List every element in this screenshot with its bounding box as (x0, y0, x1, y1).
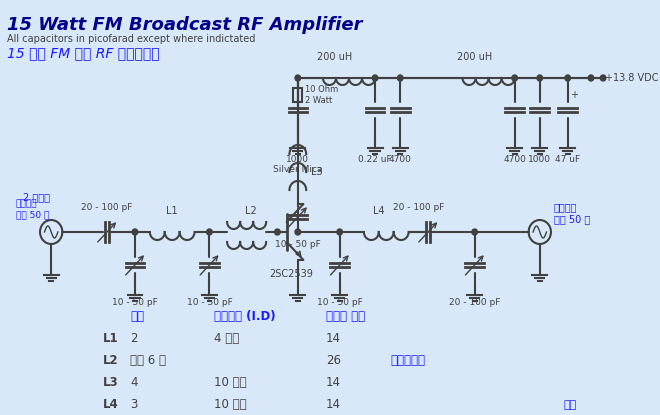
Circle shape (512, 75, 517, 81)
Text: 4700: 4700 (389, 155, 412, 164)
Bar (293, 88, 302, 102)
Text: 10 - 50 pF: 10 - 50 pF (275, 240, 321, 249)
Text: 2SC2539: 2SC2539 (269, 269, 314, 279)
Text: 0.22 uF: 0.22 uF (358, 155, 392, 164)
Text: 射频输出
阻抗 50 欧: 射频输出 阻抗 50 欧 (554, 203, 590, 224)
Text: 铁酸盐磁环: 铁酸盐磁环 (391, 354, 426, 367)
Text: 漆包线 线号: 漆包线 线号 (326, 310, 365, 323)
Text: 47 uF: 47 uF (555, 155, 580, 164)
Text: 200 uH: 200 uH (317, 52, 352, 62)
Text: 4700: 4700 (503, 155, 526, 164)
Text: 射频输入
阻抗 50 欧: 射频输入 阻抗 50 欧 (16, 200, 50, 219)
Text: L4: L4 (373, 206, 385, 216)
Text: L2: L2 (246, 206, 257, 216)
Text: 4: 4 (130, 376, 138, 389)
Circle shape (565, 75, 570, 81)
Text: 10 毫米: 10 毫米 (214, 398, 247, 411)
Circle shape (337, 229, 343, 235)
Circle shape (601, 75, 606, 81)
Text: 线圈直径 (I.D): 线圈直径 (I.D) (214, 310, 276, 323)
Circle shape (207, 229, 213, 235)
Circle shape (472, 229, 477, 235)
Text: 20 - 100 pF: 20 - 100 pF (81, 203, 133, 212)
Text: 20 - 100 pF: 20 - 100 pF (449, 298, 500, 307)
Circle shape (132, 229, 138, 235)
Text: 10 - 50 pF: 10 - 50 pF (317, 298, 362, 307)
Text: 10 - 50 pF: 10 - 50 pF (112, 298, 158, 307)
Text: 4 毫米: 4 毫米 (214, 332, 240, 345)
Text: 1000: 1000 (528, 155, 551, 164)
Text: 14: 14 (326, 398, 341, 411)
Text: 1000
Silver Mica: 1000 Silver Mica (273, 155, 323, 174)
Text: 圈数: 圈数 (130, 310, 145, 323)
Text: 14: 14 (326, 376, 341, 389)
Circle shape (372, 75, 378, 81)
Text: L1: L1 (102, 332, 118, 345)
Text: 2: 2 (130, 332, 138, 345)
Circle shape (537, 75, 543, 81)
Text: 200 uH: 200 uH (457, 52, 492, 62)
Text: L2: L2 (102, 354, 118, 367)
Text: L3: L3 (311, 167, 323, 177)
Circle shape (295, 75, 300, 81)
Text: 10 Ohm
2 Watt: 10 Ohm 2 Watt (306, 85, 339, 105)
Text: 20 - 100 pF: 20 - 100 pF (393, 203, 444, 212)
Text: 15 Watt FM Broadcast RF Amplifier: 15 Watt FM Broadcast RF Amplifier (7, 16, 363, 34)
Text: 26: 26 (326, 354, 341, 367)
Text: 15 瓦特 FM 广播 RF 功率放大器: 15 瓦特 FM 广播 RF 功率放大器 (7, 46, 160, 60)
Text: 2 瓦输入: 2 瓦输入 (23, 192, 50, 202)
Text: 10 - 50 pF: 10 - 50 pF (187, 298, 232, 307)
Text: L3: L3 (102, 376, 118, 389)
Text: 14: 14 (326, 332, 341, 345)
Circle shape (588, 75, 594, 81)
Text: +13.8 VDC: +13.8 VDC (605, 73, 659, 83)
Circle shape (275, 229, 280, 235)
Text: L1: L1 (166, 206, 178, 216)
Text: 10 毫米: 10 毫米 (214, 376, 247, 389)
Text: 3: 3 (130, 398, 138, 411)
Text: All capacitors in picofarad except where indictated: All capacitors in picofarad except where… (7, 34, 256, 44)
Circle shape (397, 75, 403, 81)
Text: L4: L4 (102, 398, 118, 411)
Circle shape (295, 229, 300, 235)
Text: +: + (570, 90, 579, 100)
Text: 串联 6 个: 串联 6 个 (130, 354, 166, 367)
Text: 杜泽: 杜泽 (564, 400, 577, 410)
